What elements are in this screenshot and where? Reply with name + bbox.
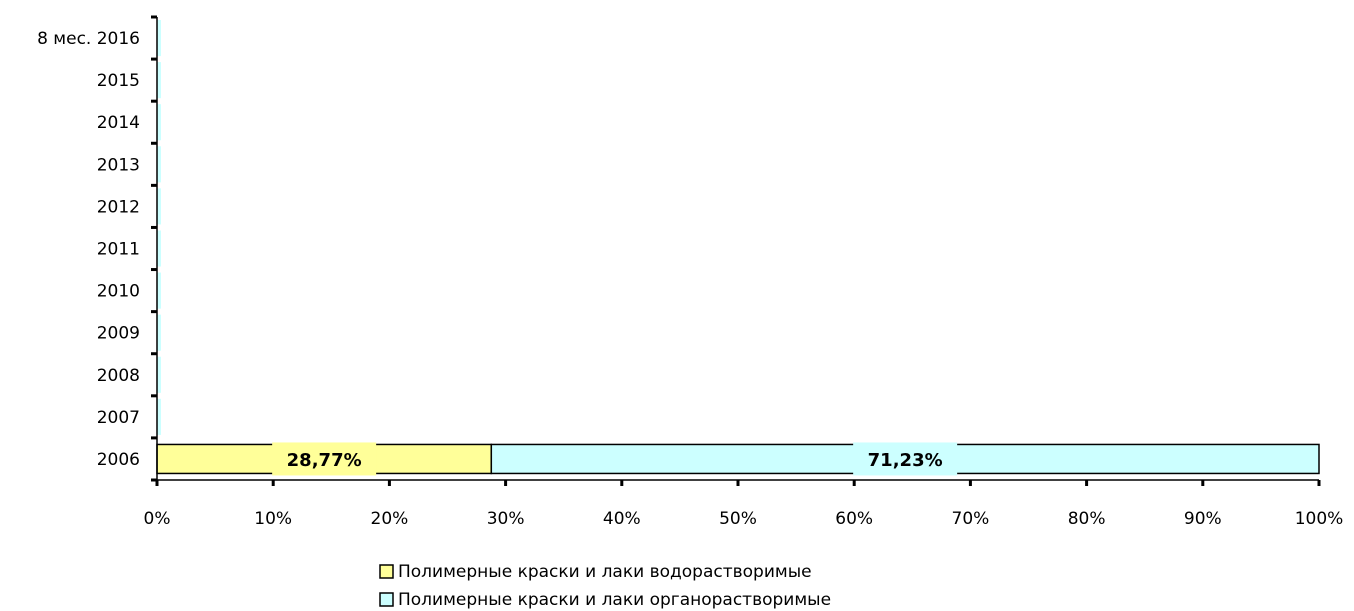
category-label-2009: 2009	[97, 324, 140, 344]
category-label-2010: 2010	[97, 282, 140, 302]
category-label-2011: 2011	[97, 240, 140, 260]
legend: Полимерные краски и лаки водорастворимые…	[379, 562, 831, 610]
data-label-2006-series-1: 71,23%	[868, 450, 943, 471]
x-tick-label-20%: 20%	[371, 509, 409, 529]
x-tick-label-70%: 70%	[952, 509, 990, 529]
x-tick-label-10%: 10%	[254, 509, 292, 529]
bar-empty-2007	[157, 398, 161, 435]
x-tick-label-50%: 50%	[719, 509, 757, 529]
x-tick-label-100%: 100%	[1295, 509, 1344, 529]
bars-layer	[156, 20, 1320, 475]
bar-empty-2011	[157, 230, 161, 267]
legend-swatch-1	[379, 592, 394, 607]
bar-empty-2014	[157, 104, 161, 141]
data-label-bg-2006-series-1	[853, 442, 958, 476]
bar-empty-2010	[157, 272, 161, 309]
category-label-2006: 2006	[97, 450, 140, 470]
category-label-8 мес. 2016: 8 мес. 2016	[37, 29, 140, 49]
x-tick-label-90%: 90%	[1184, 509, 1222, 529]
axes-layer: 2006 2007 2008 2009 2010 2011 2012 2013 2014 2015…	[37, 15, 1344, 529]
x-tick-label-0%: 0%	[144, 509, 171, 529]
category-label-2012: 2012	[97, 197, 140, 217]
bar-empty-2015	[157, 62, 161, 99]
bar-empty-2013	[157, 146, 161, 183]
bar-empty-2009	[157, 314, 161, 351]
category-label-2015: 2015	[97, 71, 140, 91]
category-label-2007: 2007	[97, 408, 140, 428]
bar-empty-2008	[157, 356, 161, 393]
category-label-2013: 2013	[97, 155, 140, 175]
data-label-2006-series-0: 28,77%	[287, 450, 362, 471]
bar-empty-8 мес. 2016	[157, 20, 161, 57]
x-tick-label-60%: 60%	[835, 509, 873, 529]
data-label-bg-2006-series-0	[272, 442, 377, 476]
x-tick-label-40%: 40%	[603, 509, 641, 529]
category-label-2008: 2008	[97, 366, 140, 386]
legend-label-1: Полимерные краски и лаки органорастворим…	[398, 590, 831, 610]
bar-empty-2012	[157, 188, 161, 225]
legend-swatch-0	[379, 564, 394, 579]
x-tick-label-30%: 30%	[487, 509, 525, 529]
x-tick-label-80%: 80%	[1068, 509, 1106, 529]
legend-label-0: Полимерные краски и лаки водорастворимые	[398, 562, 812, 582]
category-label-2014: 2014	[97, 113, 140, 133]
labels-layer: 28,77% 71,23%	[272, 442, 958, 476]
